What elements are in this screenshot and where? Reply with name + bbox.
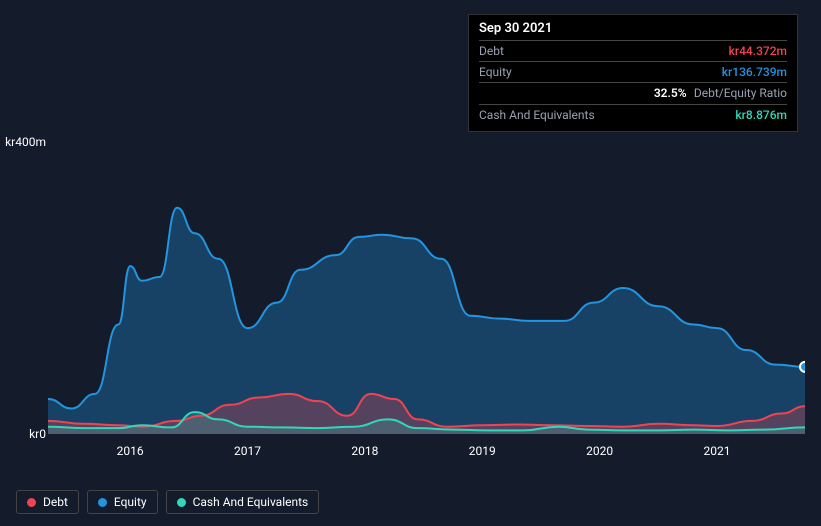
x-axis-label: 2017 <box>234 444 261 458</box>
tooltip-row-value: kr136.739m <box>722 65 787 79</box>
legend: Debt Equity Cash And Equivalents <box>16 490 319 514</box>
chart-tooltip: Sep 30 2021 Debt kr44.372m Equity kr136.739… <box>468 14 798 132</box>
legend-item[interactable]: Equity <box>87 490 158 514</box>
tooltip-cash-value: kr8.876m <box>735 108 787 122</box>
tooltip-row-label: Debt <box>479 44 504 58</box>
tooltip-cash-row: Cash And Equivalents kr8.876m <box>479 104 787 125</box>
tooltip-row: Debt kr44.372m <box>479 40 787 61</box>
x-axis-label: 2018 <box>351 444 378 458</box>
x-axis-label: 2020 <box>586 444 613 458</box>
legend-item[interactable]: Cash And Equivalents <box>166 490 320 514</box>
tooltip-ratio-pct: 32.5% <box>654 86 687 100</box>
chart-area: kr0kr400m201620172018201920202021 <box>16 120 805 470</box>
x-axis-label: 2019 <box>469 444 496 458</box>
y-axis-label: kr400m <box>5 135 46 149</box>
legend-label: Equity <box>114 495 147 509</box>
legend-dot <box>98 498 107 507</box>
legend-label: Cash And Equivalents <box>193 495 309 509</box>
tooltip-ratio-row: 32.5% Debt/Equity Ratio <box>479 82 787 104</box>
tooltip-ratio-label: Debt/Equity Ratio <box>694 86 787 100</box>
x-axis-label: 2021 <box>703 444 730 458</box>
series-area <box>48 208 805 434</box>
chart-svg <box>48 142 805 434</box>
tooltip-cash-label: Cash And Equivalents <box>479 108 595 122</box>
legend-label: Debt <box>43 495 68 509</box>
tooltip-row-label: Equity <box>479 65 512 79</box>
y-axis-label: kr0 <box>29 427 46 441</box>
legend-dot <box>177 498 186 507</box>
tooltip-row: Equity kr136.739m <box>479 61 787 82</box>
x-axis-label: 2016 <box>117 444 144 458</box>
tooltip-date: Sep 30 2021 <box>479 21 787 40</box>
legend-item[interactable]: Debt <box>16 490 79 514</box>
legend-dot <box>27 498 36 507</box>
series-end-marker <box>800 362 805 372</box>
tooltip-row-value: kr44.372m <box>729 44 787 58</box>
